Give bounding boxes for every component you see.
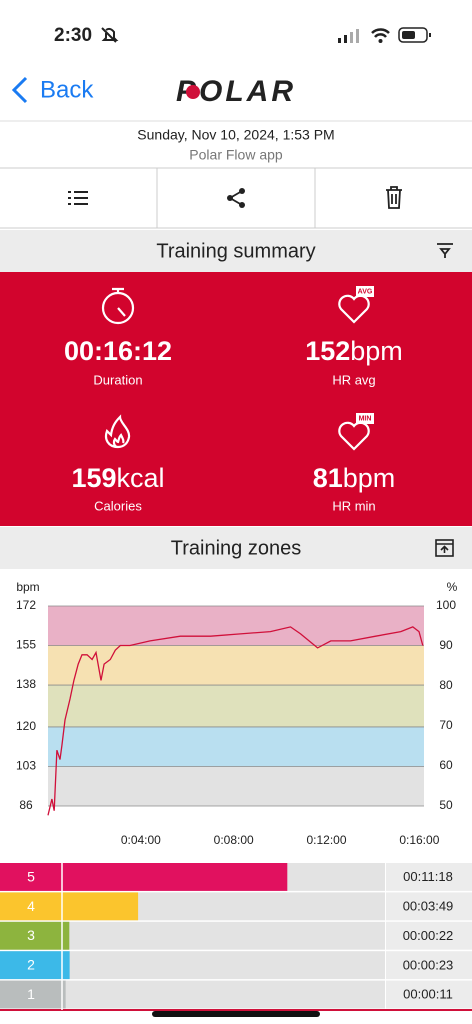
zone-label: 2 <box>27 957 35 973</box>
x-tick-label: 0:08:00 <box>214 833 254 847</box>
y-tick-label: 120 <box>16 719 36 733</box>
zone-label-box <box>0 921 62 950</box>
y2-tick-label: 80 <box>439 678 453 692</box>
bar <box>62 921 70 950</box>
zone-band <box>48 685 424 727</box>
back-button[interactable]: Back <box>40 76 94 103</box>
zone-time: 00:11:18 <box>403 869 453 884</box>
section-header <box>0 527 472 569</box>
delete-button[interactable] <box>386 186 402 209</box>
y-tick-label: 103 <box>16 759 36 773</box>
stat-icons <box>101 286 374 451</box>
zone-label: 3 <box>27 927 35 943</box>
zone-label-box <box>0 951 62 980</box>
stat-value: 152bpm <box>305 336 403 366</box>
clock: 2:30 <box>54 25 92 46</box>
section-title: Training summary <box>156 240 315 262</box>
bar <box>62 892 139 921</box>
y2-tick-label: 50 <box>439 798 453 812</box>
zone-label-box <box>0 980 62 1009</box>
collapse-button[interactable] <box>435 539 454 557</box>
toolbar <box>0 167 472 229</box>
stat-label: Duration <box>93 372 142 387</box>
section-title: Training zones <box>171 537 301 559</box>
x-tick-label: 0:16:00 <box>399 833 439 847</box>
share-button[interactable] <box>227 188 245 208</box>
bar <box>62 951 70 980</box>
stat-label: Calories <box>94 498 142 513</box>
stat-number: 152 <box>305 336 350 366</box>
section-header <box>0 230 472 272</box>
stat-unit: bpm <box>350 336 403 366</box>
zone-time: 00:00:11 <box>403 987 453 1002</box>
stat-value: 00:16:12 <box>64 336 172 366</box>
y2-tick-label: 70 <box>439 718 453 732</box>
stat-unit: bpm <box>343 463 396 493</box>
time-cell <box>386 892 472 921</box>
badge: AVG <box>358 288 373 295</box>
stat-value: 81bpm <box>313 463 396 493</box>
zone-time: 00:03:49 <box>403 899 454 914</box>
list-button[interactable] <box>68 191 88 205</box>
y-axis-label: bpm <box>16 580 39 594</box>
zone-band <box>48 726 424 767</box>
stat-label: HR avg <box>332 372 375 387</box>
y2-tick-label: 100 <box>436 598 456 612</box>
y-tick-label: 155 <box>16 638 36 652</box>
zone-label: 1 <box>27 986 35 1002</box>
x-tick-label: 0:04:00 <box>121 833 161 847</box>
zone-time: 00:00:23 <box>403 957 454 972</box>
zone-label-box <box>0 892 62 921</box>
time-cell <box>386 951 472 980</box>
y2-tick-label: 60 <box>439 758 453 772</box>
zone-label: 5 <box>27 868 35 884</box>
stat-number: 81 <box>313 463 343 493</box>
time-cell <box>386 921 472 950</box>
zone-label: 4 <box>27 898 35 914</box>
zone-time: 00:00:22 <box>403 928 454 943</box>
zone-label-box <box>0 863 62 891</box>
y2-axis-label: % <box>447 580 458 594</box>
stat-unit: kcal <box>117 463 165 493</box>
badge: MIN <box>359 415 372 422</box>
bar <box>62 980 66 1009</box>
zone-band <box>48 606 424 646</box>
bar <box>62 863 288 891</box>
stat-number: 159 <box>71 463 116 493</box>
zone-band <box>48 645 424 686</box>
logo-dot <box>186 85 200 99</box>
back-chevron[interactable] <box>11 76 28 104</box>
zone-band <box>48 766 424 806</box>
session-date: Sunday, Nov 10, 2024, 1:53 PM <box>137 127 334 143</box>
stat-label: HR min <box>332 498 375 513</box>
home-indicator <box>152 1011 320 1017</box>
filter-button[interactable] <box>437 243 453 258</box>
x-tick-label: 0:12:00 <box>306 833 346 847</box>
y-tick-label: 172 <box>16 598 36 612</box>
hr-line <box>47 626 424 816</box>
summary-panel <box>0 272 472 526</box>
session-source: Polar Flow app <box>189 147 283 163</box>
time-cell <box>386 980 472 1009</box>
y2-tick-label: 90 <box>439 638 453 652</box>
stat-value: 159kcal <box>71 463 164 493</box>
status-icons <box>101 27 431 43</box>
y-tick-label: 138 <box>16 677 36 691</box>
y-tick-label: 86 <box>19 798 33 812</box>
time-cell <box>386 863 472 891</box>
